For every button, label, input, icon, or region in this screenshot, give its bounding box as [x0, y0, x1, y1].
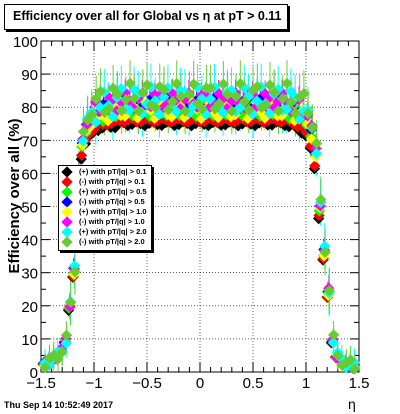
- legend-label: (-) with pT/|q| > 2.0: [79, 237, 145, 246]
- data-point: [39, 361, 51, 374]
- y-tick-label: 100: [13, 34, 38, 51]
- y-tick-label: 30: [21, 266, 38, 283]
- x-axis: −1.5 −1 −0.5 0 0.5 1 1.5: [26, 41, 369, 392]
- data-point: [60, 337, 72, 349]
- y-tick-label: 10: [21, 332, 38, 349]
- y-axis-label: Efficiency over all (%): [6, 118, 23, 274]
- x-tick-label: −0.5: [132, 375, 162, 392]
- x-tick-label: 0.5: [243, 375, 264, 392]
- legend-label: (+) with pT/|q| > 2.0: [79, 227, 147, 236]
- title-box: Efficiency over all for Global vs η at p…: [4, 4, 288, 30]
- legend-entry: (+) with pT/|q| > 0.5: [59, 186, 151, 198]
- data-point: [319, 240, 331, 252]
- data-point: [327, 336, 339, 349]
- x-tick-label: 1.5: [349, 375, 370, 392]
- y-tick-label: 90: [21, 67, 38, 84]
- y-tick-label: 40: [21, 233, 38, 250]
- data-point: [344, 354, 357, 366]
- legend-label: (+) with pT/|q| > 0.5: [79, 187, 147, 196]
- legend-entry: (-) with pT/|q| > 1.0: [59, 216, 151, 228]
- data-point: [310, 137, 323, 150]
- data-point: [310, 147, 322, 160]
- legend-label: (-) with pT/|q| > 0.1: [79, 177, 145, 186]
- legend-entry: (+) with pT/|q| > 0.1: [59, 166, 151, 178]
- x-axis-label: η: [348, 396, 356, 412]
- data-point: [309, 160, 321, 172]
- y-axis: 0 10 20 30 40 50 60 70 80 90 100: [13, 34, 359, 382]
- y-tick-label: 20: [21, 299, 38, 316]
- legend-marker: [61, 236, 73, 248]
- chart-title: Efficiency over all for Global vs η at p…: [13, 9, 282, 23]
- x-tick-label: 0: [196, 375, 204, 392]
- x-tick-label: −1: [85, 375, 102, 392]
- y-tick-label: 50: [21, 200, 38, 217]
- data-point: [319, 246, 331, 258]
- legend-entry: (+) with pT/|q| > 1.0: [59, 206, 151, 218]
- data-point: [349, 362, 361, 375]
- legend-entry: (-) with pT/|q| > 0.5: [59, 196, 151, 208]
- legend-label: (+) with pT/|q| > 1.0: [79, 207, 147, 216]
- data-point: [332, 349, 344, 362]
- legend-entry: (+) with pT/|q| > 2.0: [59, 226, 151, 238]
- legend-label: (-) with pT/|q| > 0.5: [79, 197, 145, 206]
- x-tick-label: 1: [302, 375, 310, 392]
- data-point: [124, 104, 136, 116]
- timestamp: Thu Sep 14 10:52:49 2017: [4, 400, 114, 410]
- y-tick-label: 60: [21, 166, 38, 183]
- data-point: [323, 284, 336, 297]
- legend-label: (-) with pT/|q| > 1.0: [79, 217, 145, 226]
- legend: (+) with pT/|q| > 0.1 (-) with pT/|q| > …: [58, 165, 152, 251]
- legend-label: (+) with pT/|q| > 0.1: [79, 167, 147, 176]
- y-tick-label: 0: [30, 365, 38, 382]
- legend-entry: (-) with pT/|q| > 0.1: [59, 176, 151, 188]
- data-point: [315, 193, 327, 206]
- data-point: [77, 125, 90, 138]
- y-tick-label: 80: [21, 100, 38, 117]
- y-tick-label: 70: [21, 133, 38, 150]
- legend-entry: (-) with pT/|q| > 2.0: [59, 236, 151, 248]
- x-tick-label: −1.5: [26, 375, 56, 392]
- data-point: [327, 329, 340, 341]
